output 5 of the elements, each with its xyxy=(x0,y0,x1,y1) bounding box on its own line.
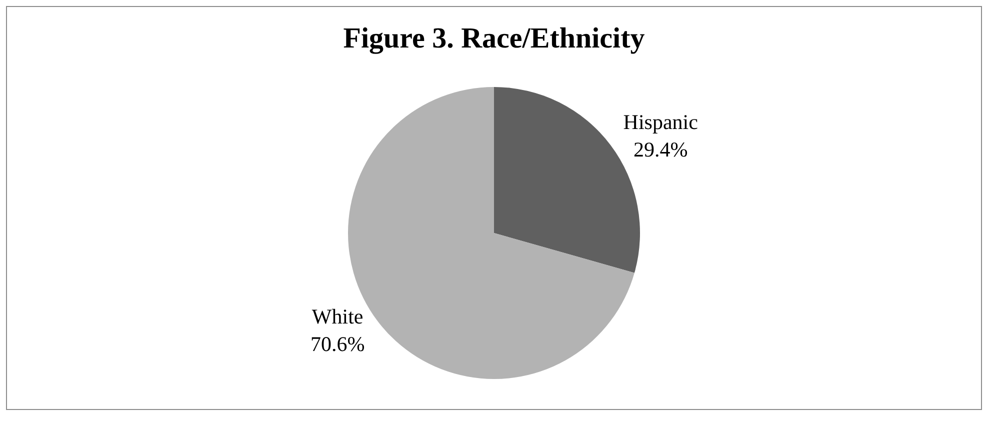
slice-label: White xyxy=(312,304,364,329)
data-label: 29.4% xyxy=(634,137,688,162)
slice-label: Hispanic xyxy=(623,110,698,134)
chart-title: Figure 3. Race/Ethnicity xyxy=(343,22,646,54)
data-label: 70.6% xyxy=(310,332,365,356)
